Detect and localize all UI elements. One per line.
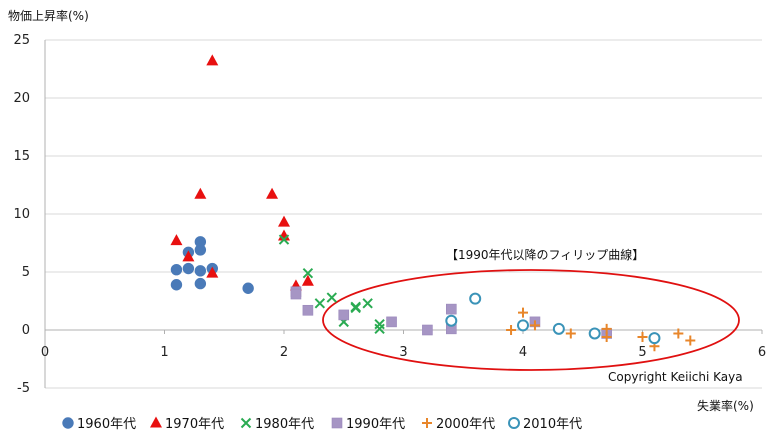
legend-marker-plus [422,418,432,428]
y-tick-labels: -5 0 5 10 15 20 25 [13,33,30,396]
point-ring [588,327,601,340]
point-plus [637,331,648,342]
y-tick-label: 5 [22,265,30,280]
x-tick-labels: 0 1 2 3 4 5 6 [41,345,766,360]
point-triangle [266,187,279,199]
legend-label: 1970年代 [165,417,224,432]
point-triangle [182,250,195,262]
legend-marker-x [240,417,252,429]
point-x [326,292,338,303]
legend-label: 2000年代 [436,417,495,432]
point-plus [685,335,696,346]
y-axis-label: 物価上昇率(%) [8,8,89,23]
point-x [374,318,385,330]
x-tick-label: 2 [280,345,288,360]
point-plus [601,331,612,342]
x-tick-label: 1 [160,345,168,360]
legend-marker-ring [508,417,520,429]
point-x [362,298,373,309]
point-ring [648,332,661,345]
point-square [290,288,302,300]
point-x [374,323,385,335]
point-circle [242,282,254,294]
legend-marker-circle [62,417,74,429]
point-ring [469,292,482,305]
y-tick-label: 10 [13,207,30,222]
y-tick-label: 0 [22,323,30,338]
point-triangle [301,274,314,286]
legend-label: 1990年代 [346,417,405,432]
data-points [170,54,696,352]
x-tick-label: 4 [519,345,527,360]
point-triangle [206,266,219,278]
y-tick-label: -5 [17,381,30,396]
legend-marker-triangle [150,416,162,428]
point-plus [673,328,684,339]
point-x [278,234,290,245]
legend-label: 1960年代 [77,417,136,432]
point-x [314,298,326,309]
point-square [422,324,433,336]
legend-label: 1980年代 [255,417,314,432]
x-tick-label: 3 [399,345,407,360]
point-x [350,302,361,314]
point-square [302,304,314,316]
x-axis-label: 失業率(%) [697,398,754,413]
y-tick-label: 25 [13,33,30,48]
annotation-label: 【1990年代以降のフィリップ曲線】 [446,247,644,262]
gridlines [44,39,763,389]
point-plus [565,328,576,339]
point-square [445,303,457,315]
point-circle [194,277,207,290]
y-tick-label: 20 [13,91,30,106]
point-square [338,309,350,321]
x-tick-label: 6 [758,345,766,360]
point-circle [170,263,183,276]
x-tick-label: 0 [41,345,49,360]
y-tick-label: 15 [13,149,30,164]
point-triangle [278,215,290,227]
point-circle [194,244,207,256]
point-ring [552,322,565,335]
legend-marker-square [331,417,343,429]
point-triangle [170,234,183,246]
legend: 1960年代 1970年代 1980年代 1990年代 2000年代 2010年代 [62,416,582,432]
point-ring [517,319,529,332]
copyright-text: Copyright Keiichi Kaya [608,370,743,384]
x-tick-label: 5 [638,345,646,360]
point-circle [182,262,195,275]
point-circle [194,265,207,277]
point-circle [170,279,183,291]
legend-label: 2010年代 [523,417,582,432]
point-triangle [194,187,207,199]
highlight-ellipse [322,269,740,371]
point-plus [518,307,528,318]
point-x [302,267,314,279]
point-plus [529,320,540,331]
point-plus [506,325,517,335]
point-square [386,316,397,328]
point-triangle [206,54,219,66]
point-ring [445,314,458,327]
